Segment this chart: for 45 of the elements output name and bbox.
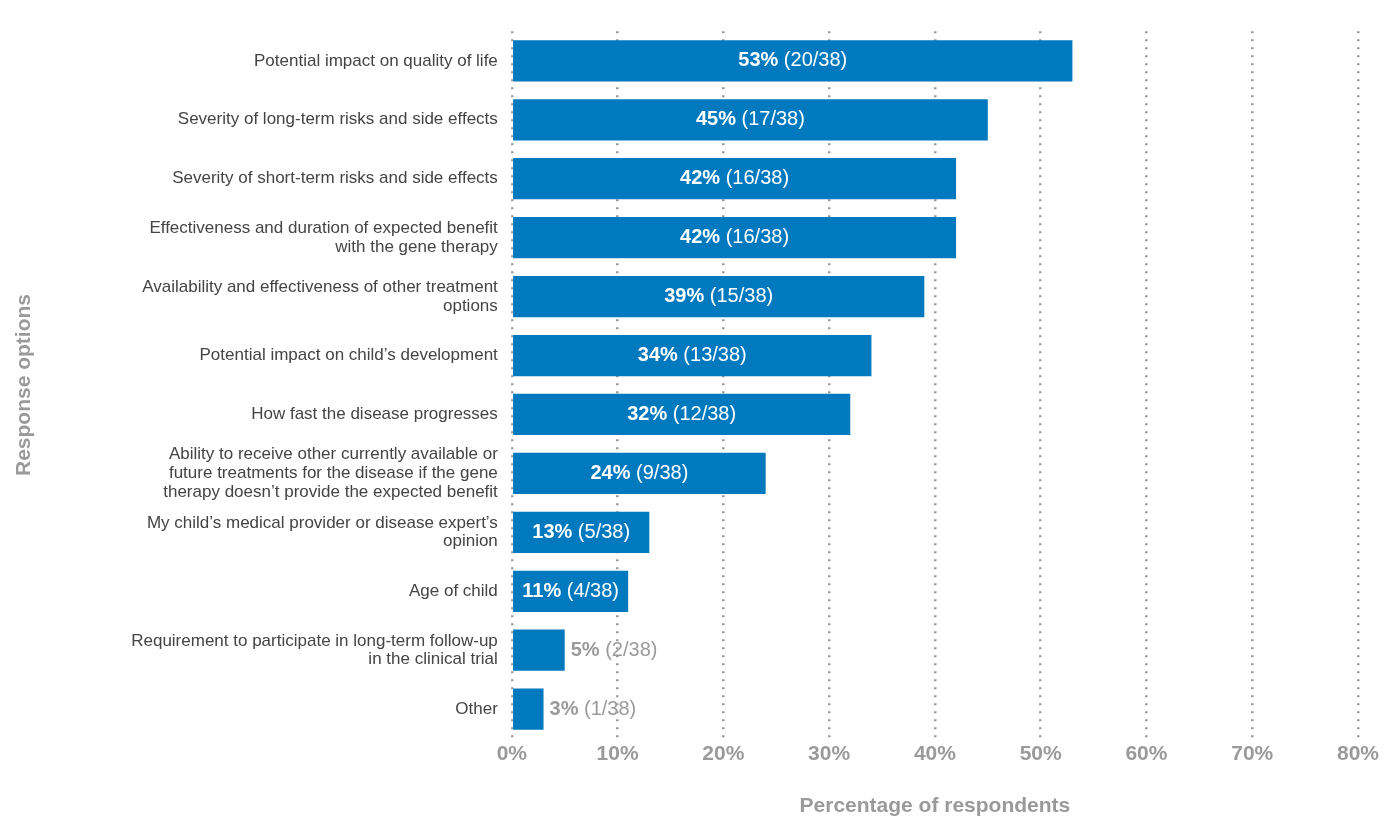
bar [513, 629, 565, 671]
y-tick-label: My child’s medical provider or disease expert’s opinion [146, 512, 498, 551]
x-tick-label: 40% [913, 741, 957, 764]
bar [513, 217, 957, 259]
bar [513, 99, 988, 141]
y-tick-label: Other [455, 698, 499, 718]
y-tick-label: Age of child [408, 580, 498, 600]
data-label: 3% (1/38) [549, 696, 637, 719]
y-tick-label: Ability to receive other currently available or future treatments for the disease if the gene therapy doesn’t provide the expected benefit [163, 444, 499, 501]
data-label: 24% (9/38) [590, 460, 689, 483]
y-tick-label: Potential impact on child’s development [199, 345, 499, 365]
x-tick-label: 10% [596, 741, 639, 764]
data-label: 53% (20/38) [738, 48, 848, 71]
x-tick-label: 80% [1336, 741, 1380, 764]
x-tick-label: 0% [496, 741, 528, 764]
x-tick-label: 20% [702, 741, 745, 764]
data-label: 32% (12/38) [627, 401, 737, 424]
x-tick-label: 30% [808, 741, 851, 764]
data-label: 42% (16/38) [680, 166, 790, 189]
data-label: 5% (2/38) [570, 637, 658, 660]
x-axis-title: Percentage of respondents [799, 793, 1071, 817]
data-label: 34% (13/38) [637, 343, 747, 366]
y-tick-label: Potential impact on quality of life [254, 50, 498, 70]
y-axis-title: Response options [11, 293, 35, 476]
x-tick-label: 60% [1125, 741, 1168, 764]
data-label: 11% (4/38) [522, 578, 619, 601]
bar [513, 393, 851, 436]
data-label: 45% (17/38) [695, 107, 805, 130]
bar [513, 275, 925, 318]
y-tick-label: Severity of short-term risks and side effects [172, 168, 498, 188]
bar [513, 158, 957, 200]
bar [513, 334, 872, 377]
data-label: 39% (15/38) [664, 284, 774, 307]
y-tick-label: Effectiveness and duration of expected benefit with the gene therapy [149, 217, 499, 256]
y-tick-label: Availability and effectiveness of other treatment options [142, 276, 499, 315]
data-label: 13% (5/38) [532, 519, 631, 542]
data-label: 42% (16/38) [680, 225, 790, 248]
y-tick-label: Requirement to participate in long-term follow-up in the clinical trial [131, 630, 498, 669]
y-tick-label: How fast the disease progresses [251, 404, 498, 424]
bar [513, 688, 544, 730]
y-tick-label: Severity of long-term risks and side effects [177, 109, 498, 129]
x-tick-label: 70% [1231, 741, 1274, 764]
bar [513, 40, 1073, 82]
bar [513, 452, 766, 495]
x-tick-label: 50% [1019, 741, 1063, 764]
